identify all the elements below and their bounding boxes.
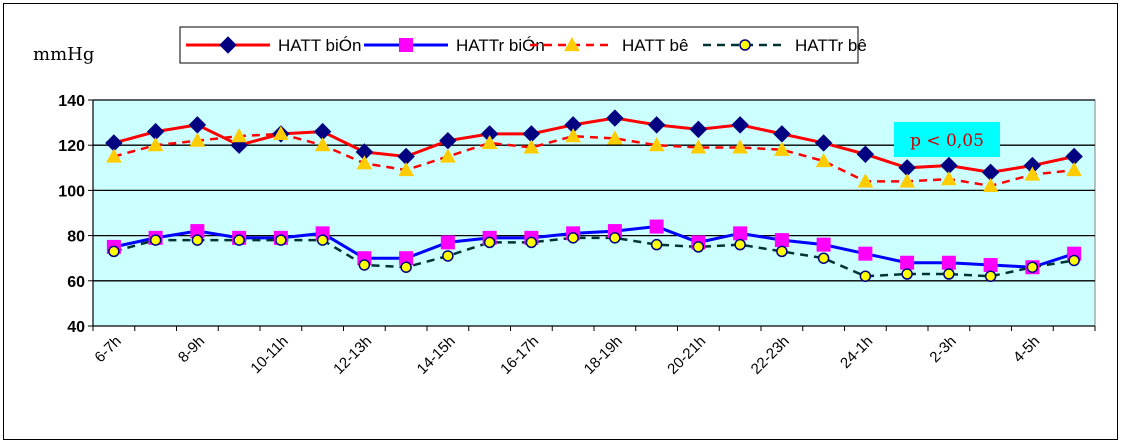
- x-tick-label: 16-17h: [497, 333, 542, 378]
- data-point: [901, 268, 913, 280]
- data-point: [233, 234, 245, 246]
- data-point: [400, 261, 412, 273]
- data-point: [776, 245, 788, 258]
- data-point: [1024, 166, 1041, 181]
- data-point: [857, 173, 874, 188]
- y-axis-unit-label: mmHg: [33, 44, 94, 65]
- legend: HATT biÓn HATTr biÓn HATT bê HATTr bê: [179, 26, 867, 64]
- data-point: [774, 233, 789, 248]
- x-tick-label: 2-3h: [926, 333, 959, 366]
- y-tick-label: 140: [58, 93, 85, 110]
- annotation-box: [894, 122, 1000, 157]
- data-point: [149, 234, 162, 246]
- legend-marker: [219, 36, 237, 54]
- data-point: [941, 255, 956, 270]
- annotation: p < 0,05: [894, 122, 1000, 157]
- data-point: [690, 139, 707, 154]
- data-point: [815, 152, 832, 168]
- data-point: [647, 116, 666, 134]
- data-point: [649, 219, 664, 234]
- data-point: [483, 236, 496, 249]
- data-point: [983, 257, 998, 272]
- data-point: [856, 145, 875, 163]
- legend-label: HATTr bê: [795, 36, 867, 55]
- x-tick-label: 10-11h: [247, 333, 291, 377]
- data-point: [609, 232, 621, 244]
- data-point: [984, 270, 997, 283]
- data-point: [734, 238, 746, 251]
- data-point: [731, 116, 749, 134]
- data-point: [525, 236, 538, 249]
- data-point: [398, 162, 414, 177]
- y-tick-label: 60: [67, 274, 85, 291]
- data-point: [817, 252, 830, 264]
- y-tick-label: 120: [58, 138, 85, 155]
- x-tick-label: 12-13h: [330, 333, 375, 378]
- data-point: [900, 255, 915, 270]
- data-point: [147, 137, 164, 152]
- data-point: [440, 235, 455, 250]
- data-point: [814, 134, 833, 152]
- data-point: [650, 238, 663, 251]
- data-point: [858, 246, 873, 261]
- data-point: [316, 234, 329, 246]
- data-point: [648, 137, 665, 152]
- data-point: [565, 128, 581, 143]
- x-tick-label: 20-21h: [664, 333, 709, 378]
- data-point: [440, 148, 456, 163]
- data-point: [692, 241, 705, 253]
- legend-marker: [564, 36, 580, 52]
- data-point: [273, 125, 289, 140]
- series-line: [113, 132, 1075, 188]
- legend-label: HATTr biÓn: [456, 36, 545, 55]
- data-point: [275, 234, 287, 246]
- data-point: [1068, 254, 1080, 267]
- x-tick-label: 14-15h: [414, 333, 459, 378]
- legend-marker: [739, 39, 751, 51]
- data-point: [606, 109, 624, 127]
- data-point: [943, 268, 955, 280]
- data-point: [859, 270, 872, 283]
- data-point: [108, 245, 120, 258]
- legend-label: HATT bê: [622, 36, 688, 55]
- data-point: [231, 128, 247, 143]
- data-point: [774, 141, 790, 156]
- plot-area: 40 60 80 100 120 140 6-7h 8-9h 10-11h 12-13h 14-15…: [58, 93, 1096, 378]
- y-tick-label: 80: [67, 229, 85, 246]
- data-point: [941, 171, 957, 186]
- annotation-text: p < 0,05: [910, 131, 984, 151]
- x-tick-label: 4-5h: [1010, 333, 1043, 366]
- data-point: [191, 234, 204, 246]
- data-point: [816, 237, 831, 252]
- x-tick-label: 24-1h: [837, 333, 876, 372]
- data-point: [982, 177, 999, 192]
- data-point: [1026, 261, 1039, 273]
- data-point: [189, 132, 206, 147]
- x-tick-label: 6-7h: [91, 333, 124, 366]
- data-point: [314, 137, 331, 152]
- x-tick-label: 8-9h: [175, 333, 208, 366]
- x-tick-label: 22-23h: [748, 333, 793, 378]
- data-point: [689, 120, 708, 139]
- data-point: [481, 134, 498, 150]
- data-point: [607, 130, 623, 145]
- data-point: [1066, 162, 1082, 177]
- data-point: [106, 148, 122, 163]
- y-tick-label: 100: [58, 183, 85, 200]
- data-point: [567, 232, 579, 244]
- x-tick-label: 18-19h: [581, 333, 626, 378]
- legend-marker: [399, 38, 413, 52]
- data-point: [356, 155, 373, 170]
- data-point: [358, 259, 371, 271]
- y-tick-label: 40: [67, 319, 85, 336]
- data-point: [733, 226, 748, 241]
- data-point: [899, 173, 915, 188]
- data-point: [523, 139, 540, 154]
- legend-label: HATT biÓn: [278, 36, 361, 55]
- data-point: [442, 250, 454, 262]
- data-point: [732, 139, 748, 154]
